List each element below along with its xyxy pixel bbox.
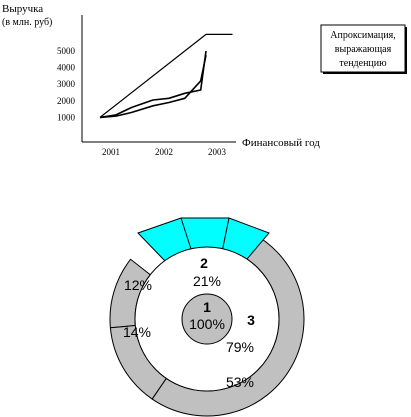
- y-axis-label-line2: (в млн. руб): [2, 17, 52, 28]
- y-axis-label-line1: Выручка: [2, 3, 43, 15]
- line-series-2: [99, 50, 207, 119]
- annotation-rect: [320, 24, 406, 73]
- y-tick-4000: 4000: [57, 63, 76, 73]
- annotation-box: Апроксимация, выражающая тенденцию: [320, 24, 407, 74]
- cyan-divider-2: [221, 217, 230, 253]
- line-series-3: [99, 33, 233, 118]
- level-3-label: 3: [247, 312, 255, 328]
- cyan-divider-1: [180, 217, 193, 253]
- y-tick-2000: 2000: [57, 96, 76, 106]
- annotation-line1: Апроксимация,: [330, 30, 395, 41]
- x-axis-label: Финансовый год: [242, 137, 320, 149]
- y-tick-3000: 3000: [57, 79, 76, 89]
- x-tick-2001: 2001: [102, 147, 120, 157]
- line-series-1: [99, 55, 207, 119]
- annotation-shadow-side: [405, 27, 407, 74]
- y-tick-1000: 1000: [57, 112, 76, 122]
- y-tick-labels: 1000 2000 3000 4000 5000: [57, 46, 76, 122]
- segment-label-53: 53%: [226, 374, 254, 390]
- line-series-group: [99, 33, 233, 119]
- level-2-value: 21%: [193, 273, 221, 289]
- x-tick-2003: 2003: [208, 147, 227, 157]
- segment-label-14: 14%: [123, 324, 151, 340]
- annotation-line3: тенденцию: [339, 58, 387, 69]
- level-3-value: 79%: [226, 339, 254, 355]
- x-tick-2002: 2002: [155, 147, 173, 157]
- annotation-line2: выражающая: [335, 44, 392, 55]
- annotation-shadow: [323, 72, 407, 74]
- level-1-value: 100%: [189, 316, 225, 332]
- segment-label-12: 12%: [124, 277, 152, 293]
- donut-chart: 1 100% 2 21% 3 79% 12% 14% 53%: [109, 217, 305, 417]
- y-tick-5000: 5000: [57, 46, 76, 56]
- level-1-label: 1: [203, 299, 211, 315]
- pie-center-segment: [181, 293, 233, 345]
- x-tick-labels: 2001 2002 2003: [102, 147, 227, 157]
- line-chart: Выручка (в млн. руб) 1000 2000 3000 4000 500…: [2, 3, 407, 157]
- level-2-label: 2: [200, 255, 208, 271]
